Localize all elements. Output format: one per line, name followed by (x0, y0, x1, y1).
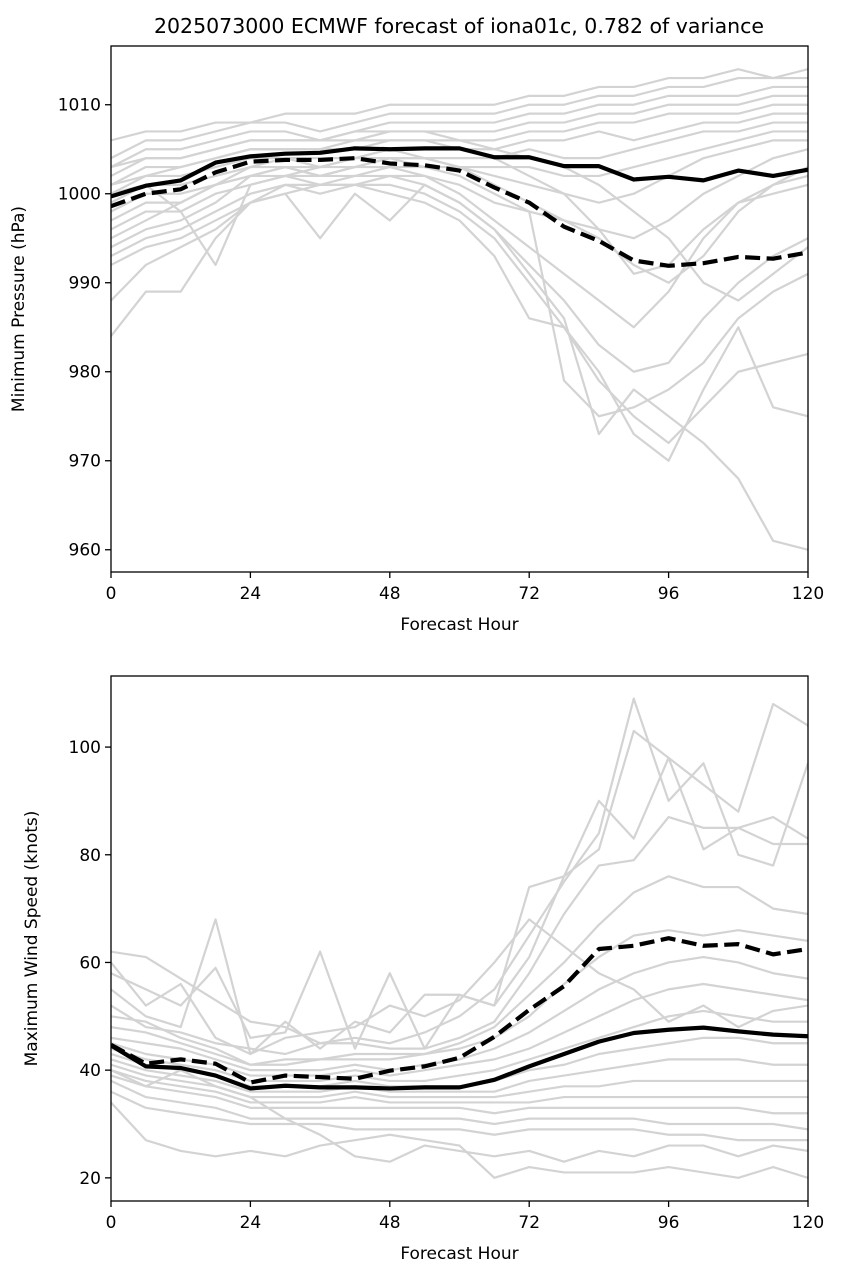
pressure-panel: 0 24 48 72 96 120 960 970 980 990 1000 1010 Forecast… (9, 45, 824, 635)
x-tick-label: 0 (106, 584, 117, 604)
series-group (111, 697, 808, 1179)
ensemble-member-line (111, 85, 808, 169)
x-tick-label: 96 (658, 1213, 680, 1233)
ensemble-member-line (111, 1009, 808, 1083)
ensemble-member-line (111, 130, 808, 302)
ensemble-member-line (111, 702, 808, 1050)
y-axis-label: Maximum Wind Speed (knots) (22, 811, 42, 1067)
y-tick-label: 80 (79, 846, 101, 866)
plot-frame (110, 45, 809, 573)
ensemble-member-line (111, 875, 808, 1066)
ensemble-member-line (111, 157, 808, 418)
ensemble-member-line (111, 815, 808, 1056)
ensemble-member-line (111, 918, 808, 1056)
x-tick-label: 72 (518, 584, 540, 604)
dashed-mean-line (111, 936, 808, 1085)
y-tick-label: 100 (69, 738, 101, 758)
x-tick-label: 120 (792, 1213, 824, 1233)
ensemble-member-line (111, 183, 808, 445)
ensemble-member-line (111, 165, 808, 329)
ensemble-member-line (111, 955, 808, 1072)
x-tick-label: 24 (240, 1213, 262, 1233)
y-tick-label: 970 (69, 452, 101, 472)
ensemble-member-line (111, 1101, 808, 1179)
ensemble-member-line (111, 183, 808, 462)
y-tick-label: 980 (69, 363, 101, 383)
plot-frame (110, 675, 809, 1202)
ensemble-member-line (111, 1058, 808, 1093)
chart-title: 2025073000 ECMWF forecast of iona01c, 0.… (154, 14, 764, 38)
ensemble-member-line (111, 1069, 808, 1104)
x-tick-label: 96 (658, 584, 680, 604)
ensemble-member-line (111, 76, 808, 160)
solid-mean-line (111, 146, 808, 199)
x-tick-label: 120 (792, 584, 824, 604)
ensemble-member-line (111, 756, 808, 1056)
y-tick-label: 40 (79, 1061, 101, 1081)
y-tick-label: 1010 (58, 96, 101, 116)
x-axis-label: Forecast Hour (400, 1244, 518, 1264)
dashed-mean-line (111, 156, 808, 268)
ensemble-member-line (111, 1069, 808, 1163)
ensemble-member-line (111, 697, 808, 1045)
x-axis-label: Forecast Hour (400, 615, 518, 635)
series-group (111, 68, 808, 551)
x-tick-label: 72 (518, 1213, 540, 1233)
ensemble-member-line (111, 1090, 808, 1142)
ensemble-member-line (111, 929, 808, 1066)
y-tick-label: 990 (69, 274, 101, 294)
y-tick-label: 60 (79, 953, 101, 973)
y-tick-label: 20 (79, 1169, 101, 1189)
y-axis-label: Minimum Pressure (hPa) (9, 206, 29, 412)
x-tick-label: 24 (240, 584, 262, 604)
ensemble-member-line (111, 68, 808, 142)
ensemble-member-line (111, 1079, 808, 1131)
ensemble-member-line (111, 148, 808, 240)
x-tick-label: 48 (379, 584, 401, 604)
ensemble-member-line (111, 139, 808, 275)
ensemble-member-line (111, 174, 808, 373)
ensemble-member-line (111, 121, 808, 204)
ensemble-member-line (111, 183, 808, 551)
x-tick-label: 0 (106, 1213, 117, 1233)
y-tick-label: 960 (69, 541, 101, 561)
ensemble-member-line (111, 1074, 808, 1115)
wind-panel: 0 24 48 72 96 120 20 40 60 80 100 Forecast Hour Maxi… (22, 675, 824, 1264)
solid-mean-line (111, 1025, 808, 1091)
y-tick-label: 1000 (58, 185, 101, 205)
x-tick-label: 48 (379, 1213, 401, 1233)
